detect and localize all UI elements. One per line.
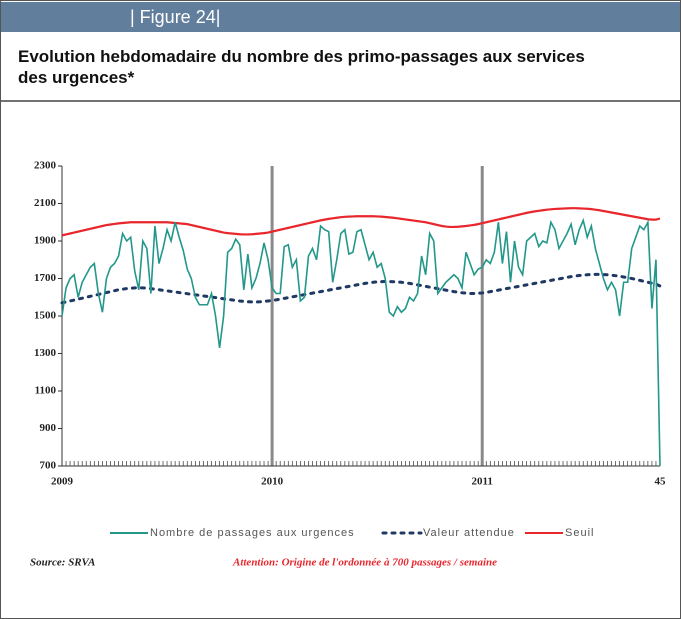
y-tick-label: 1500 xyxy=(34,310,57,322)
figure-label: | Figure 24| xyxy=(130,7,220,27)
series-line xyxy=(61,217,661,467)
series-line xyxy=(60,272,662,305)
y-tick-label: 1100 xyxy=(35,385,57,397)
y-tick-label: 2100 xyxy=(34,197,57,209)
x-tick-label: 2009 xyxy=(51,476,74,488)
series-line xyxy=(61,207,661,237)
x-tick-label: 45 xyxy=(655,476,667,488)
y-tick-label: 900 xyxy=(40,422,57,434)
y-tick-label: 700 xyxy=(40,460,57,472)
y-tick-label: 1300 xyxy=(34,347,57,359)
y-tick-label: 1700 xyxy=(34,272,57,284)
chart-title: Evolution hebdomadaire du nombre des pri… xyxy=(18,47,585,87)
x-tick-label: 2010 xyxy=(261,476,284,488)
y-tick-label: 1900 xyxy=(34,235,57,247)
legend-label: Nombre de passages aux urgences xyxy=(150,527,355,539)
legend-label: Seuil xyxy=(565,527,594,539)
source-note: Source: SRVA xyxy=(30,557,95,569)
x-tick-label: 2011 xyxy=(472,476,493,488)
year-separator xyxy=(480,166,484,466)
attention-note: Attention: Origine de l'ordonnée à 700 p… xyxy=(232,557,497,569)
year-separator xyxy=(270,166,274,466)
y-tick-label: 2300 xyxy=(34,160,57,172)
legend-label: Valeur attendue xyxy=(423,527,515,539)
header-bar xyxy=(1,2,680,32)
